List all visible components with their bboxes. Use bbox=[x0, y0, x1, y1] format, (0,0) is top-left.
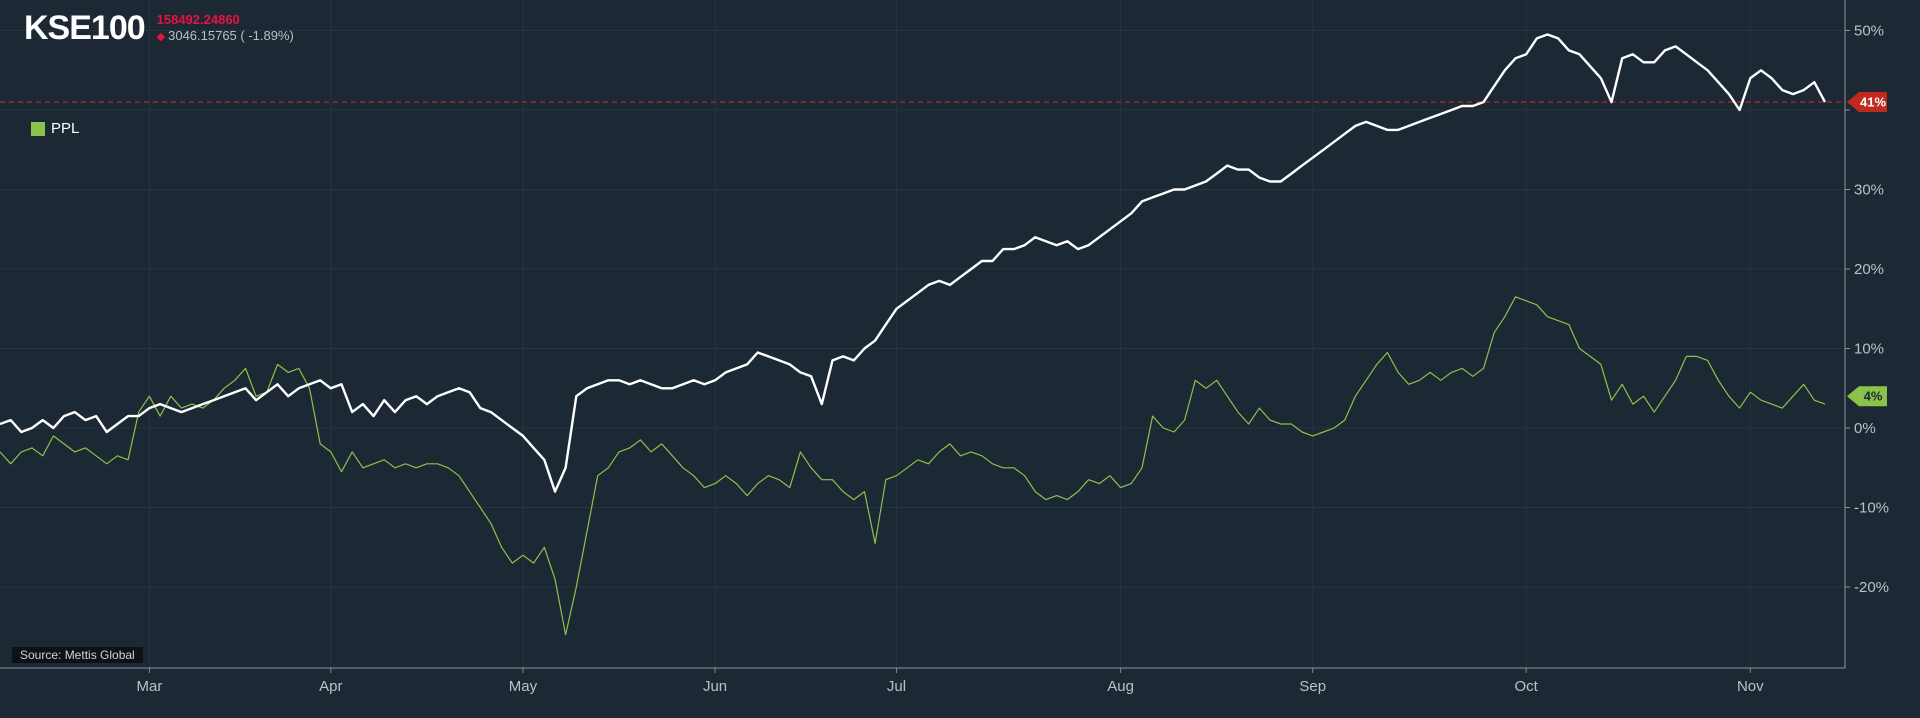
x-tick-label: Apr bbox=[319, 678, 342, 695]
y-tick-label: 10% bbox=[1854, 341, 1884, 358]
series-badge-ppl-shape bbox=[1847, 386, 1887, 407]
y-axis-ticks: 50% 30% 20% 10% 0% -10% -20% bbox=[1854, 23, 1889, 597]
index-change-value: 3046.15765 ( -1.89%) bbox=[168, 28, 294, 43]
end-badges: 41% 4% bbox=[1847, 92, 1887, 407]
x-tick-label: Sep bbox=[1299, 678, 1326, 695]
y-tick-label: 0% bbox=[1854, 420, 1876, 437]
series-line-kse100 bbox=[0, 33, 1827, 493]
x-axis-ticks: Mar Apr May Jun Jul Aug Sep Oct Nov bbox=[136, 678, 1764, 695]
quote-block: 158492.24860 ◆ 3046.15765 ( -1.89%) bbox=[157, 12, 294, 46]
index-change: ◆ 3046.15765 ( -1.89%) bbox=[157, 27, 294, 46]
index-price: 158492.24860 bbox=[156, 12, 240, 27]
series-badge-ppl-label: 4% bbox=[1864, 389, 1883, 404]
x-tick-label: Jul bbox=[887, 678, 906, 695]
x-tick-label: Aug bbox=[1107, 678, 1134, 695]
series-line-ppl bbox=[0, 296, 1826, 636]
y-tick-label: 20% bbox=[1854, 261, 1884, 278]
y-tick-label: -20% bbox=[1854, 579, 1889, 596]
legend-label: PPL bbox=[51, 120, 80, 137]
x-tick-label: May bbox=[509, 678, 538, 695]
y-tick-label: 30% bbox=[1854, 182, 1884, 199]
reference-badge-label: 41% bbox=[1860, 95, 1886, 110]
legend[interactable]: PPL bbox=[31, 120, 79, 137]
y-tick-label: 50% bbox=[1854, 23, 1884, 40]
x-tick-label: Jun bbox=[703, 678, 727, 695]
chart-series bbox=[0, 33, 1827, 636]
x-tick-label: Nov bbox=[1737, 678, 1764, 695]
x-tick-label: Oct bbox=[1514, 678, 1538, 695]
chart-grid bbox=[0, 0, 1845, 668]
chart-header: KSE100 158492.24860 ◆ 3046.15765 ( -1.89%… bbox=[24, 8, 294, 48]
index-title: KSE100 bbox=[24, 9, 146, 47]
legend-swatch bbox=[31, 121, 45, 136]
source-label: Source: Mettis Global bbox=[12, 647, 143, 663]
diamond-icon: ◆ bbox=[156, 31, 166, 43]
chart-axes bbox=[0, 0, 1850, 673]
y-tick-label: -10% bbox=[1854, 500, 1889, 517]
reference-badge-shape bbox=[1847, 92, 1887, 113]
x-tick-label: Mar bbox=[136, 678, 162, 695]
